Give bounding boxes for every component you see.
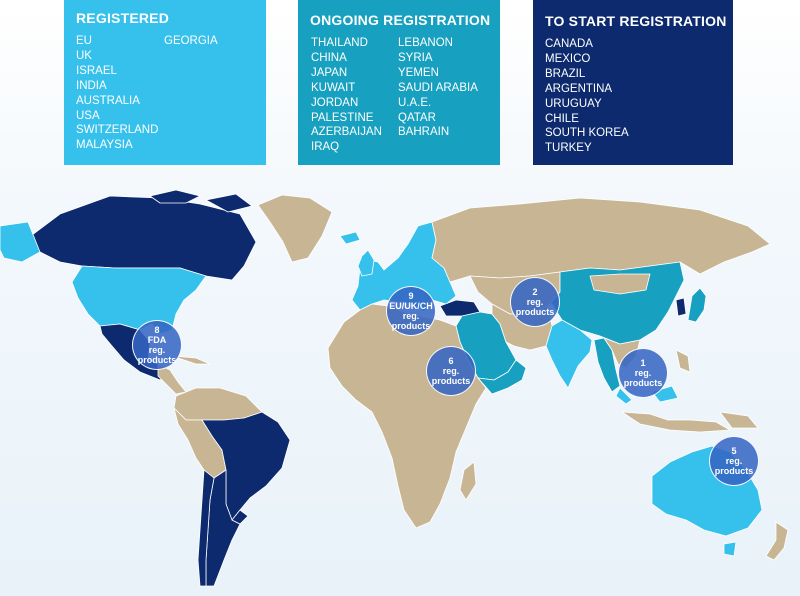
canada-shape [27, 195, 257, 281]
mongolia-shape [589, 273, 651, 295]
bubble-line: reg. [148, 345, 166, 355]
canada-islands-shape [149, 189, 253, 213]
list-item: AZERBAIJAN [311, 126, 382, 139]
iceland-shape [339, 231, 361, 245]
tasmania-shape [723, 541, 737, 557]
list-item: BAHRAIN [398, 126, 450, 139]
list-item: AUSTRALIA [76, 94, 140, 107]
list-item: EU [76, 35, 92, 47]
europe-products-bubble: 9 EU/UK/CH reg. products [386, 286, 436, 336]
greenland-shape [257, 194, 333, 263]
list-item: CHILE [545, 112, 579, 125]
bubble-line: 9 [408, 291, 414, 301]
ongoing-list-col1: THAILAND CHINA JAPAN KUWAIT JORDAN PALES… [311, 36, 382, 155]
list-item: INDIA [76, 79, 107, 92]
bubble-line: 2 [532, 287, 538, 297]
bubble-line: products [515, 307, 555, 317]
bubble-line: 6 [448, 356, 454, 366]
list-item: JORDAN [311, 96, 359, 109]
uk-shape [357, 249, 375, 277]
bubble-line: EU/UK/CH [389, 301, 433, 311]
list-item: ARGENTINA [545, 82, 613, 95]
brazil-shape [201, 411, 291, 521]
list-item: USA [76, 109, 100, 122]
list-item: U.A.E. [398, 96, 432, 109]
indonesia-shape [621, 349, 731, 433]
list-item: YEMEN [398, 66, 439, 79]
registered-title: REGISTERED [76, 10, 170, 26]
bubble-line: products [137, 355, 177, 365]
arabia-shape [477, 359, 527, 395]
ongoing-title: ONGOING REGISTRATION [310, 12, 491, 28]
southeast-asia-products-bubble: 1 reg. products [618, 348, 668, 398]
list-item: CANADA [545, 38, 593, 50]
bubble-line: products [391, 321, 431, 331]
bubble-line: products [431, 376, 471, 386]
list-item: UK [76, 49, 92, 62]
india-shape [545, 319, 593, 389]
bubble-line: products [623, 378, 663, 388]
bubble-line: reg. [442, 366, 460, 376]
bubble-line: reg. [526, 297, 544, 307]
list-item: ISRAEL [76, 64, 117, 77]
bubble-line: 1 [640, 358, 646, 368]
malaysia-shape [615, 385, 679, 405]
png-shape [719, 411, 759, 429]
list-item: KUWAIT [311, 81, 356, 94]
list-item: JAPAN [311, 66, 348, 79]
registered-panel: REGISTERED EU UK ISRAEL INDIA AUSTRALIA … [64, 0, 266, 165]
list-item: BRAZIL [545, 67, 586, 80]
list-item: SYRIA [398, 51, 433, 64]
list-item: QATAR [398, 111, 436, 124]
list-item: PALESTINE [311, 111, 374, 124]
middle-east-products-bubble: 6 reg. products [426, 346, 476, 396]
list-item: GEORGIA [164, 35, 218, 47]
australia-products-bubble: 5 reg. products [709, 436, 759, 486]
north-south-america-shape [173, 387, 263, 421]
registered-list-col1: EU UK ISRAEL INDIA AUSTRALIA USA SWITZER… [76, 34, 158, 153]
uruguay-shape [231, 509, 249, 525]
list-item: SOUTH KOREA [545, 127, 629, 140]
central-asia-products-bubble: 2 reg. products [510, 277, 560, 327]
registered-list-col2: GEORGIA [164, 34, 218, 49]
bubble-line: products [714, 466, 754, 476]
list-item: SWITZERLAND [76, 124, 159, 137]
madagascar-shape [459, 461, 477, 501]
usa-shape [71, 265, 207, 335]
japan-shape [687, 287, 707, 323]
list-item: IRAQ [311, 141, 340, 154]
to-start-title: TO START REGISTRATION [545, 13, 727, 29]
ongoing-panel: ONGOING REGISTRATION THAILAND CHINA JAPA… [298, 0, 500, 165]
list-item: CHINA [311, 51, 347, 64]
list-item: URUGUAY [545, 97, 602, 110]
list-item: TURKEY [545, 142, 592, 155]
alaska-shape [0, 221, 41, 263]
chile-shape [197, 469, 215, 587]
list-item: SAUDI ARABIA [398, 81, 478, 94]
list-item: THAILAND [311, 37, 368, 49]
central-america-shape [157, 363, 187, 395]
list-item: MALAYSIA [76, 139, 133, 152]
usa-products-bubble: 8 FDA reg. products [132, 320, 182, 370]
bubble-line: 5 [731, 446, 737, 456]
bubble-line: reg. [402, 311, 420, 321]
list-item: LEBANON [398, 37, 453, 49]
bubble-line: reg. [634, 368, 652, 378]
korea-shape [675, 297, 687, 317]
list-item: MEXICO [545, 52, 591, 65]
bubble-line: reg. [725, 456, 743, 466]
new-zealand-shape [765, 521, 789, 561]
caribbean-shape [171, 355, 211, 365]
ongoing-list-col2: LEBANON SYRIA YEMEN SAUDI ARABIA U.A.E. … [398, 36, 478, 140]
to-start-panel: TO START REGISTRATION CANADA MEXICO BRAZ… [533, 0, 733, 165]
world-map [0, 189, 789, 587]
bubble-line: 8 [154, 325, 160, 335]
to-start-list: CANADA MEXICO BRAZIL ARGENTINA URUGUAY C… [545, 37, 629, 156]
bubble-line: FDA [147, 335, 167, 345]
